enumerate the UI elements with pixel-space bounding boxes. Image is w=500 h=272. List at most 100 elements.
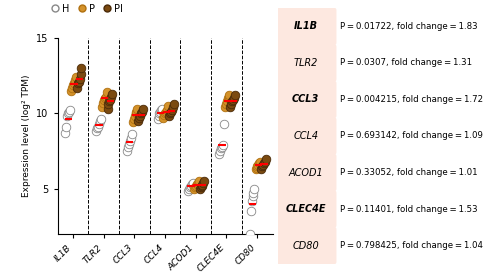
Point [130, 117, 138, 122]
Point [252, 167, 260, 171]
Point [99, 101, 107, 105]
Point [231, 93, 239, 97]
Point [165, 114, 173, 119]
Point [154, 114, 162, 119]
Point [215, 152, 223, 156]
Point [258, 164, 266, 168]
Text: CD80: CD80 [292, 240, 319, 251]
Point [198, 184, 205, 188]
Point [168, 105, 176, 110]
Point [134, 119, 142, 123]
Point [228, 99, 236, 104]
Point [106, 98, 114, 102]
Point [191, 185, 199, 189]
Point [100, 98, 108, 102]
Point [76, 72, 84, 76]
Text: IL1B: IL1B [294, 21, 318, 32]
Point [130, 114, 138, 119]
Point [124, 144, 132, 149]
Text: ACOD1: ACOD1 [288, 168, 323, 178]
Point [94, 125, 102, 129]
Point [254, 164, 262, 168]
Point [259, 162, 267, 167]
Point [164, 104, 172, 108]
Point [97, 117, 105, 122]
Point [135, 116, 143, 120]
Point [102, 95, 110, 99]
Point [184, 189, 192, 193]
Point [126, 135, 134, 140]
Point [71, 78, 79, 82]
Point [256, 159, 264, 164]
Point [96, 119, 104, 123]
Y-axis label: Expression level (log² TPM): Expression level (log² TPM) [22, 75, 30, 197]
Point [136, 114, 144, 119]
Point [107, 95, 115, 99]
Point [226, 105, 234, 110]
Point [108, 92, 116, 96]
Point [224, 96, 232, 101]
Point [106, 99, 114, 104]
Point [74, 81, 82, 85]
FancyBboxPatch shape [276, 44, 336, 82]
Point [256, 161, 264, 165]
Point [162, 111, 170, 116]
Point [246, 209, 254, 214]
Point [154, 117, 162, 122]
FancyBboxPatch shape [276, 154, 336, 191]
Point [193, 182, 201, 186]
Point [128, 132, 136, 137]
Point [252, 165, 260, 170]
Text: P = 0.11401, fold change = 1.53: P = 0.11401, fold change = 1.53 [340, 205, 477, 214]
Point [167, 110, 175, 114]
FancyBboxPatch shape [276, 190, 336, 228]
Point [222, 99, 230, 104]
Point [68, 89, 76, 93]
Point [166, 111, 174, 116]
Point [248, 199, 256, 203]
Point [156, 110, 164, 114]
Point [226, 93, 234, 97]
Text: P = 0.33052, fold change = 1.01: P = 0.33052, fold change = 1.01 [340, 168, 477, 177]
Text: CLEC4E: CLEC4E [286, 204, 326, 214]
Point [74, 80, 82, 84]
Point [222, 102, 230, 107]
Point [158, 108, 166, 113]
Point [104, 102, 112, 107]
Text: CCL3: CCL3 [292, 94, 320, 104]
Point [250, 187, 258, 191]
Point [216, 149, 224, 153]
Point [189, 181, 197, 185]
Point [190, 187, 198, 191]
Point [126, 138, 134, 143]
Point [262, 156, 270, 161]
Point [187, 184, 195, 188]
Point [257, 167, 265, 171]
Point [93, 126, 101, 131]
Point [260, 161, 268, 165]
Point [170, 102, 177, 107]
Point [195, 179, 203, 183]
FancyBboxPatch shape [276, 81, 336, 118]
Point [250, 191, 258, 195]
Point [192, 184, 200, 188]
Point [248, 194, 256, 199]
Point [198, 183, 206, 187]
Point [228, 102, 235, 107]
Point [98, 105, 106, 110]
Point [163, 108, 171, 113]
Point [73, 86, 81, 90]
Point [168, 108, 176, 113]
Point [156, 111, 164, 116]
Point [224, 95, 232, 99]
Text: P = 0.004215, fold change = 1.72: P = 0.004215, fold change = 1.72 [340, 95, 483, 104]
FancyBboxPatch shape [276, 117, 336, 155]
Point [101, 96, 109, 101]
Legend: H, P, PI: H, P, PI [48, 0, 127, 18]
Point [218, 143, 226, 147]
Point [62, 125, 70, 129]
FancyBboxPatch shape [276, 227, 336, 264]
Point [220, 122, 228, 126]
Point [64, 111, 72, 116]
Point [261, 159, 269, 164]
